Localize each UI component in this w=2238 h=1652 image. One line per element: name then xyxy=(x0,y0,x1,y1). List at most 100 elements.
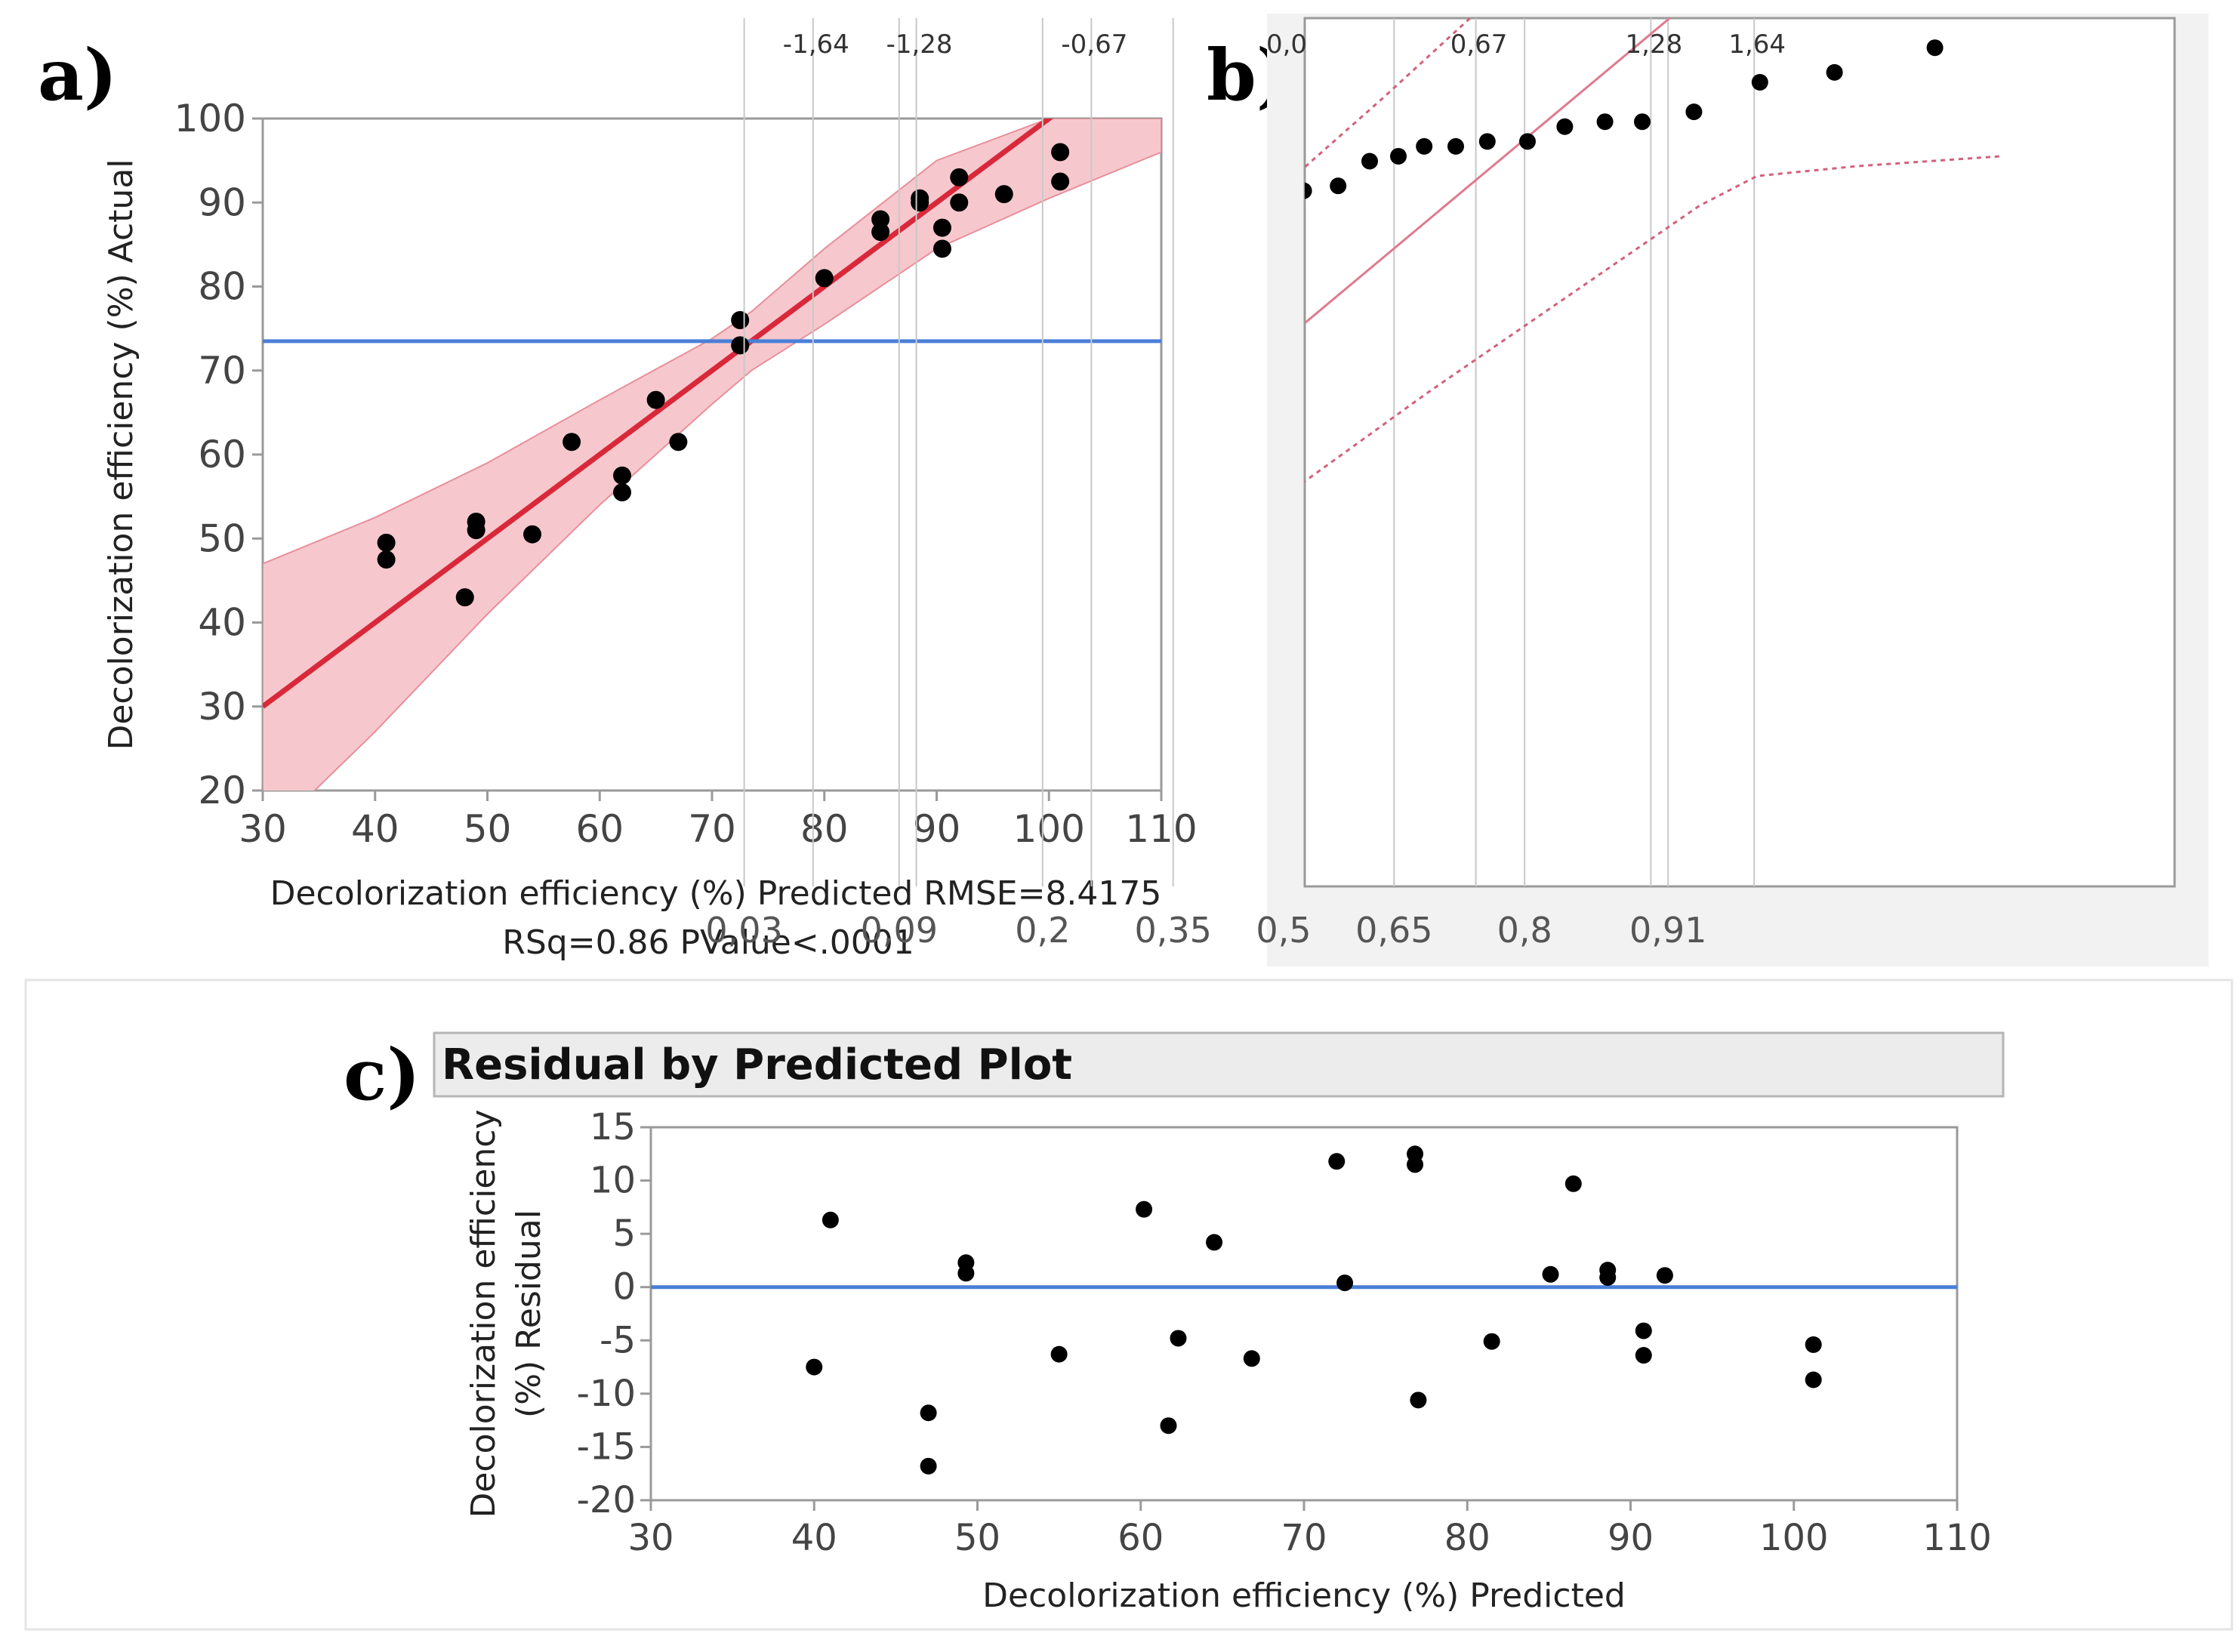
y-tick-label: 100 xyxy=(174,97,246,140)
quantile-label: 1,28 xyxy=(1626,29,1683,60)
probability-labels: 0,03 0,09 0,2 0,35 0,5 0,65 0,8 0,91 xyxy=(705,910,1706,951)
confidence-band xyxy=(263,119,1161,791)
data-point xyxy=(1050,1345,1068,1363)
data-point xyxy=(957,1265,975,1282)
y-tick-label: -15 xyxy=(577,1425,636,1468)
x-tick-label: 30 xyxy=(627,1517,674,1559)
data-point xyxy=(1051,172,1070,191)
figure-border xyxy=(24,979,2233,1631)
x-tick-label: 110 xyxy=(1922,1517,1992,1559)
data-point xyxy=(1447,137,1464,155)
data-point xyxy=(1556,118,1574,135)
x-tick-labels: 30 40 50 60 70 80 90 100 110 xyxy=(627,1500,1992,1559)
x-tick-label: 70 xyxy=(1281,1517,1327,1559)
y-tick-label: 0 xyxy=(612,1266,636,1308)
data-point xyxy=(669,433,688,452)
data-point xyxy=(1330,177,1347,195)
x-axis-label: Decolorization efficiency (%) Predicted xyxy=(982,1576,1626,1615)
x-tick-label: 70 xyxy=(688,807,736,851)
data-point xyxy=(871,210,890,229)
data-point xyxy=(911,193,929,212)
data-point xyxy=(1361,153,1378,170)
y-tick-label: 40 xyxy=(198,601,246,645)
fit-line xyxy=(263,119,1054,709)
lower-confidence-curve xyxy=(1305,155,2002,483)
data-point xyxy=(613,466,631,485)
data-point xyxy=(377,550,396,569)
y-tick-label: -20 xyxy=(577,1479,636,1521)
y-tick-label: 70 xyxy=(198,349,246,393)
probability-label: 0,91 xyxy=(1629,910,1706,951)
data-point xyxy=(1805,1336,1822,1353)
data-point xyxy=(1751,73,1768,91)
data-point xyxy=(932,218,951,237)
plot-title: Residual by Predicted Plot xyxy=(442,1040,1072,1090)
panel-c-letter: c) xyxy=(344,1034,421,1117)
data-points xyxy=(1305,39,1944,199)
data-point xyxy=(455,588,474,607)
y-axis-label: Decolorization efficiency (%) Actual xyxy=(102,159,140,750)
data-point xyxy=(1136,1200,1153,1218)
y-tick-label: 30 xyxy=(198,685,246,729)
probability-label: 0,65 xyxy=(1355,910,1432,951)
probability-label: 0,09 xyxy=(861,910,938,951)
data-point xyxy=(1416,137,1433,155)
probability-label: 0,35 xyxy=(1134,910,1211,951)
y-tick-label: -10 xyxy=(577,1373,636,1415)
data-points xyxy=(806,1145,1822,1475)
data-point xyxy=(822,1211,839,1228)
quantile-label: -1,28 xyxy=(886,29,953,60)
x-tick-label: 60 xyxy=(575,807,624,851)
x-tick-label: 100 xyxy=(1013,807,1085,851)
data-point xyxy=(1599,1269,1617,1287)
data-point xyxy=(994,185,1013,204)
data-point xyxy=(1826,63,1843,81)
normal-quantile-labels: -1,64 -1,28 -0,67 0,0 0,67 1,28 1,64 xyxy=(783,29,1786,60)
x-tick-label: 80 xyxy=(800,807,849,851)
y-tick-label: 20 xyxy=(198,769,246,812)
y-tick-label: 90 xyxy=(198,180,246,224)
x-axis-label: Decolorization efficiency (%) Predicted … xyxy=(270,874,1162,913)
data-point xyxy=(1410,1392,1427,1409)
data-point xyxy=(1206,1234,1223,1251)
data-point xyxy=(1564,1175,1582,1192)
y-tick-label: 15 xyxy=(590,1106,636,1148)
data-point xyxy=(920,1404,937,1422)
data-point xyxy=(932,239,951,258)
quantile-label: 0,67 xyxy=(1450,29,1508,60)
x-tick-label: 30 xyxy=(239,807,287,851)
x-tick-label: 60 xyxy=(1117,1517,1164,1559)
probability-label: 0,8 xyxy=(1497,910,1552,951)
quantile-label: 1,64 xyxy=(1728,29,1786,60)
x-tick-label: 90 xyxy=(1608,1517,1654,1559)
data-points xyxy=(377,143,1070,607)
y-tick-labels: -20 -15 -10 -5 0 5 10 15 xyxy=(577,1106,651,1521)
data-point xyxy=(1634,113,1651,131)
y-axis-label-line2: (%) Residual xyxy=(510,1210,548,1418)
data-point xyxy=(1805,1371,1822,1388)
data-point xyxy=(950,193,969,212)
probability-label: 0,03 xyxy=(705,910,782,951)
data-point xyxy=(871,223,890,242)
data-point xyxy=(1542,1265,1559,1283)
data-point xyxy=(1390,147,1407,165)
data-point xyxy=(1051,143,1070,162)
data-point xyxy=(1170,1330,1187,1347)
plot-c-frame xyxy=(649,1126,1959,1502)
data-point xyxy=(806,1358,823,1376)
data-point xyxy=(1160,1417,1177,1435)
data-point xyxy=(1305,182,1312,199)
data-point xyxy=(377,533,396,552)
probability-label: 0,5 xyxy=(1256,910,1311,951)
x-tick-label: 100 xyxy=(1759,1517,1829,1559)
x-tick-label: 90 xyxy=(913,807,961,851)
quantile-label: -1,64 xyxy=(783,29,849,60)
data-point xyxy=(815,269,834,288)
data-point xyxy=(1685,103,1703,121)
data-point xyxy=(613,483,631,502)
data-point xyxy=(1243,1350,1260,1367)
data-point xyxy=(563,433,581,452)
data-point xyxy=(467,521,486,540)
plot-b-frame xyxy=(1303,17,2176,888)
y-tick-labels: 20 30 40 50 60 70 80 90 100 xyxy=(174,97,263,812)
